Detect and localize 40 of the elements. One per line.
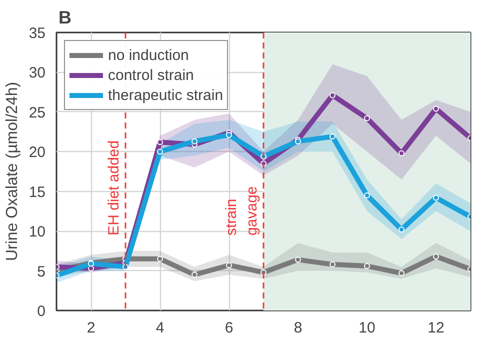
legend-label: control strain	[108, 66, 194, 84]
x-tick-label: 8	[294, 320, 302, 336]
ref-line-label: strain gavage	[223, 186, 260, 236]
point	[398, 270, 404, 276]
ref-line-label: EH diet added	[106, 140, 122, 236]
point	[192, 138, 198, 144]
x-tick-label: 2	[86, 320, 96, 336]
point	[330, 134, 336, 140]
y-tick-label: 35	[28, 25, 46, 42]
x-tick-label: 10	[358, 320, 376, 336]
point	[364, 192, 370, 198]
point	[157, 256, 163, 262]
point	[398, 150, 404, 156]
point	[364, 115, 370, 122]
point	[330, 261, 336, 268]
x-tick-label: 6	[224, 320, 234, 336]
legend-label: therapeutic strain	[108, 86, 224, 104]
point	[157, 139, 163, 146]
y-tick-label: 20	[28, 144, 46, 162]
y-tick-label: 15	[28, 184, 46, 201]
point	[295, 256, 301, 263]
point	[226, 262, 232, 268]
point	[364, 263, 370, 270]
legend-label: no induction	[108, 46, 189, 64]
point	[433, 194, 439, 201]
y-tick-label: 0	[37, 303, 46, 320]
point	[398, 226, 404, 232]
point	[433, 106, 439, 112]
point	[192, 272, 198, 278]
point	[157, 148, 163, 155]
y-tick-label: 25	[28, 104, 46, 122]
y-tick-label: 5	[37, 263, 46, 280]
chart-title: B	[58, 8, 72, 28]
point	[433, 253, 439, 260]
y-tick-label: 30	[28, 64, 46, 82]
y-tick-label: 10	[28, 224, 46, 241]
x-tick-label: 12	[428, 320, 444, 336]
point	[330, 92, 336, 98]
y-axis-title: Urine Oxalate (µmol/24h)	[4, 82, 21, 262]
x-tick-label: 4	[156, 320, 164, 336]
